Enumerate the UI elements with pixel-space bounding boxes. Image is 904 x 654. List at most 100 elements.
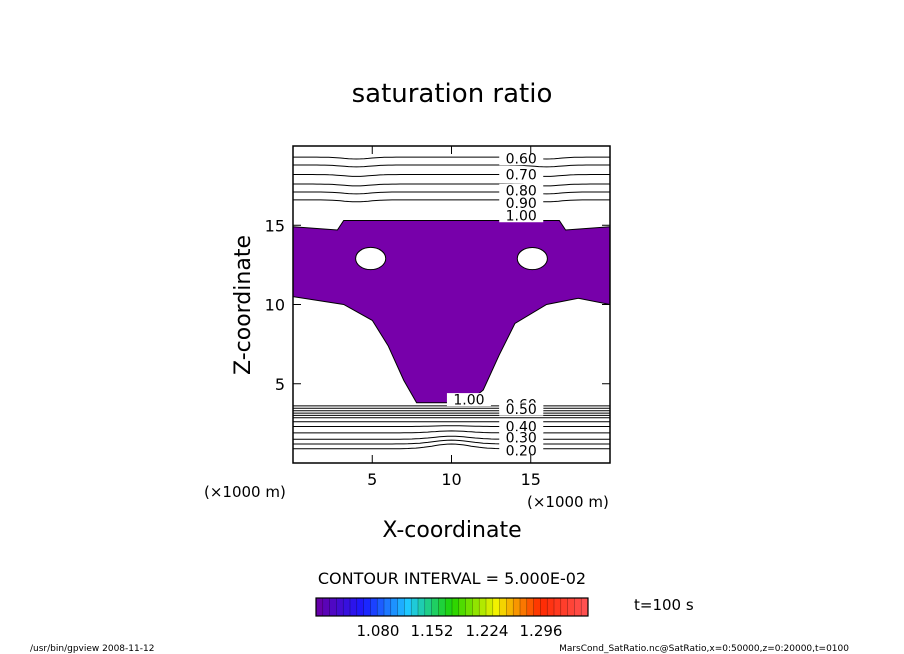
contour-line bbox=[293, 435, 610, 440]
contour-line bbox=[293, 183, 610, 187]
colorbar-tick-label: 1.152 bbox=[411, 622, 454, 640]
colorbar-segment bbox=[520, 598, 528, 616]
colorbar-segment bbox=[513, 598, 521, 616]
contour-line bbox=[293, 425, 610, 427]
colorbar-segment bbox=[479, 598, 487, 616]
colorbar-segment bbox=[567, 598, 575, 616]
contour-line bbox=[293, 191, 610, 195]
colorbar-segment bbox=[465, 598, 473, 616]
contour-label-bg bbox=[499, 209, 544, 223]
contour-label-bg bbox=[499, 402, 544, 416]
colorbar-segment bbox=[540, 598, 548, 616]
colorbar-segment bbox=[350, 598, 358, 616]
colorbar-segment bbox=[472, 598, 480, 616]
colorbar-segment bbox=[390, 598, 399, 616]
colorbar-segment bbox=[492, 598, 501, 616]
colorbar-segment bbox=[411, 598, 419, 616]
plot-area: 0.600.700.800.901.001.000.600.500.400.30… bbox=[293, 152, 610, 459]
colorbar-segment bbox=[431, 598, 439, 616]
colorbar-frame bbox=[315, 597, 589, 617]
contour-label: 0.20 bbox=[506, 443, 537, 459]
colorbar-tick-label: 1.224 bbox=[466, 622, 509, 640]
contour-line bbox=[293, 164, 610, 168]
contour-line-labels: 0.600.700.800.901.001.000.600.500.400.30… bbox=[446, 152, 544, 459]
colorbar bbox=[315, 597, 589, 617]
colorbar-segment bbox=[343, 598, 351, 616]
colorbar-segment bbox=[554, 598, 562, 616]
contour-label: 0.50 bbox=[506, 402, 537, 418]
x-unit-label: (×1000 m) bbox=[527, 493, 609, 511]
contour-label-bg bbox=[499, 183, 544, 197]
contour-label-bg bbox=[499, 152, 544, 166]
colorbar-segment bbox=[458, 598, 467, 616]
footer-right: MarsCond_SatRatio.nc@SatRatio,x=0:50000,… bbox=[559, 644, 849, 654]
colorbar-segment bbox=[438, 598, 446, 616]
shaded-region bbox=[293, 220, 610, 404]
colorbar-segment bbox=[424, 598, 433, 616]
colorbar-segment bbox=[384, 598, 392, 616]
colorbar-segment bbox=[377, 598, 385, 616]
colorbar-segment bbox=[574, 598, 582, 616]
contour-interval-text: CONTOUR INTERVAL = 5.000E-02 bbox=[318, 569, 586, 588]
contour-label: 0.30 bbox=[506, 431, 537, 447]
colorbar-segment bbox=[547, 598, 555, 616]
colorbar-segment bbox=[322, 598, 331, 616]
time-label: t=100 s bbox=[634, 596, 694, 614]
contour-label: 0.60 bbox=[506, 152, 537, 168]
contour-label: 0.80 bbox=[506, 183, 537, 199]
colorbar-segment bbox=[397, 598, 405, 616]
x-tick-label: 5 bbox=[367, 470, 377, 489]
colorbar-segment bbox=[418, 598, 426, 616]
y-unit-label: (×1000 m) bbox=[204, 483, 286, 501]
contour-line bbox=[293, 439, 610, 445]
contour-line bbox=[293, 443, 610, 450]
colorbar-segment bbox=[356, 598, 365, 616]
contour-label: 1.00 bbox=[506, 209, 537, 225]
contour-label-bg bbox=[446, 393, 491, 407]
y-axis-ticks: 5 10 15 bbox=[265, 216, 610, 394]
contour-label: 1.00 bbox=[453, 393, 484, 409]
colorbar-segment bbox=[533, 598, 541, 616]
lower-contour-lines bbox=[293, 405, 610, 450]
colorbar-segment bbox=[404, 598, 412, 616]
y-tick-label: 10 bbox=[265, 296, 285, 315]
upper-contour-lines bbox=[293, 156, 610, 203]
y-tick-label: 15 bbox=[265, 216, 285, 235]
colorbar-segment bbox=[316, 598, 324, 616]
contour-label-bg bbox=[499, 196, 544, 210]
contour-label: 0.90 bbox=[506, 196, 537, 212]
y-tick-label: 5 bbox=[275, 375, 285, 394]
x-tick-label: 15 bbox=[521, 470, 541, 489]
colorbar-segment bbox=[445, 598, 453, 616]
colorbar-segment bbox=[506, 598, 514, 616]
colorbar-tick-labels: 1.080 1.152 1.224 1.296 bbox=[357, 622, 563, 640]
colorbar-segment bbox=[370, 598, 378, 616]
colorbar-tick-label: 1.296 bbox=[520, 622, 563, 640]
y-axis-label: Z-coordinate bbox=[231, 235, 256, 375]
colorbar-segment bbox=[499, 598, 507, 616]
contour-line bbox=[293, 199, 610, 203]
colorbar-segment bbox=[486, 598, 494, 616]
colorbar-segment bbox=[526, 598, 535, 616]
colorbar-segment bbox=[363, 598, 371, 616]
contour-label-bg bbox=[499, 443, 544, 457]
colorbar-segment bbox=[329, 598, 337, 616]
colorbar-tick-label: 1.080 bbox=[357, 622, 400, 640]
contour-label: 0.70 bbox=[506, 168, 537, 184]
colorbar-segment bbox=[560, 598, 569, 616]
chart-title: saturation ratio bbox=[352, 79, 553, 109]
colorbar-segment bbox=[452, 598, 460, 616]
colorbar-segment bbox=[581, 598, 589, 616]
x-tick-label: 10 bbox=[441, 470, 461, 489]
contour-label-bg bbox=[499, 420, 544, 434]
contour-label-bg bbox=[499, 431, 544, 445]
contour-line bbox=[293, 156, 610, 160]
contour-label-bg bbox=[499, 168, 544, 182]
x-axis-ticks: 5 10 15 bbox=[367, 146, 541, 489]
contour-line bbox=[293, 430, 610, 434]
x-axis-label: X-coordinate bbox=[382, 518, 521, 543]
supersaturated-region bbox=[293, 220, 610, 404]
contour-line bbox=[293, 174, 610, 177]
colorbar-segment bbox=[336, 598, 344, 616]
